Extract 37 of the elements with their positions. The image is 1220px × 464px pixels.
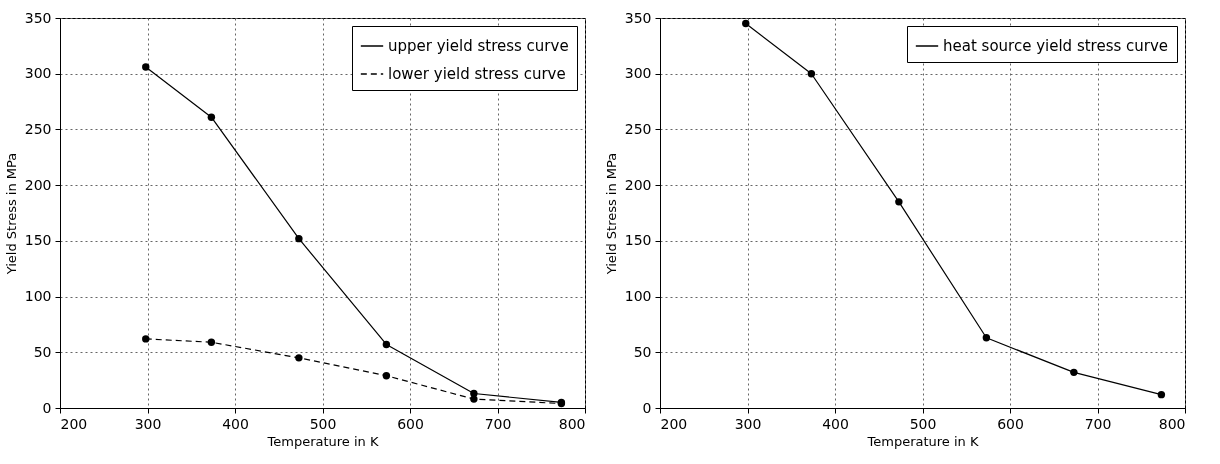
y-axis-title: Yield Stress in MPa — [3, 152, 19, 276]
x-tick-label: 200 — [660, 415, 688, 432]
x-tick-label: 500 — [309, 415, 337, 432]
y-tick-label: 100 — [24, 288, 52, 305]
y-tick-label: 150 — [624, 232, 652, 249]
y-tick-label: 300 — [24, 65, 52, 82]
y-tick-label: 350 — [24, 9, 52, 26]
y-tick-label: 50 — [633, 343, 652, 360]
y-tick-label: 200 — [624, 176, 652, 193]
x-tick-label: 300 — [134, 415, 162, 432]
x-tick-label: 800 — [558, 415, 586, 432]
y-tick-label: 200 — [24, 176, 52, 193]
legend-label: heat source yield stress curve — [943, 37, 1169, 55]
x-tick-label: 500 — [909, 415, 937, 432]
x-tick-label: 600 — [997, 415, 1024, 432]
y-tick-label: 0 — [642, 399, 652, 416]
y-tick-label: 350 — [624, 9, 652, 26]
y-tick-label: 300 — [624, 65, 652, 82]
y-tick-label: 150 — [24, 232, 52, 249]
legend-label: lower yield stress curve — [388, 65, 566, 83]
y-tick-label: 0 — [42, 399, 52, 416]
x-tick-label: 800 — [1158, 415, 1186, 432]
y-tick-label: 250 — [624, 120, 652, 137]
x-tick-label: 700 — [484, 415, 512, 432]
legend-label: upper yield stress curve — [388, 37, 569, 55]
x-tick-label: 600 — [397, 415, 424, 432]
x-axis-title: Temperature in K — [866, 433, 979, 449]
x-tick-label: 400 — [222, 415, 249, 432]
x-tick-label: 200 — [60, 415, 88, 432]
x-tick-label: 300 — [734, 415, 762, 432]
x-tick-label: 700 — [1084, 415, 1112, 432]
x-tick-label: 400 — [822, 415, 849, 432]
y-tick-label: 50 — [33, 343, 52, 360]
y-axis-title: Yield Stress in MPa — [603, 152, 619, 276]
y-tick-label: 100 — [624, 288, 652, 305]
x-axis-title: Temperature in K — [266, 433, 379, 449]
y-tick-label: 250 — [24, 120, 52, 137]
